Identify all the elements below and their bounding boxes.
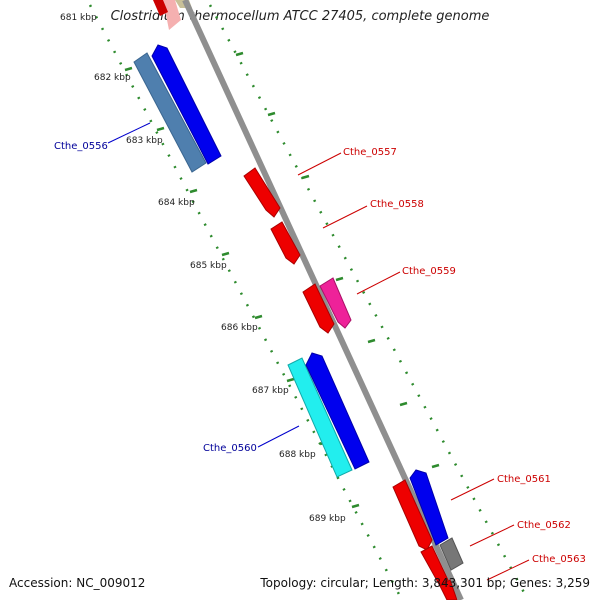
major-tick (399, 401, 408, 407)
gene-label-0562[interactable]: Cthe_0562 (517, 520, 571, 531)
accession-label: Accession: NC_009012 (9, 576, 146, 590)
gene-label-0557[interactable]: Cthe_0557 (343, 147, 397, 158)
inner-right-tick-track (208, 4, 530, 600)
major-tick (221, 251, 230, 257)
cds-features (133, 44, 464, 600)
gene-label-0556[interactable]: Cthe_0556 (54, 141, 108, 152)
gene-label-0563[interactable]: Cthe_0563 (532, 554, 586, 565)
gene-label-0561[interactable]: Cthe_0561 (497, 474, 551, 485)
cds-red-0557 (243, 167, 281, 218)
major-tick (367, 338, 376, 344)
leader-line-0557 (297, 152, 342, 176)
tick-tracks (88, 4, 530, 600)
partial-feature-top (163, 0, 181, 30)
gene-label-0559[interactable]: Cthe_0559 (402, 266, 456, 277)
leader-line-0562 (469, 524, 515, 547)
kbp-label: 684 kbp (158, 198, 195, 208)
leader-line-0556 (107, 122, 151, 144)
kbp-label: 681 kbp (60, 13, 97, 23)
leader-line-0560 (257, 425, 300, 448)
kbp-labels: 681 kbp 682 kbp 683 kbp 684 kbp 685 kbp … (60, 13, 346, 524)
gene-label-0558[interactable]: Cthe_0558 (370, 199, 424, 210)
cds-gray (439, 537, 464, 571)
cds-blue-arrow (305, 352, 370, 470)
major-tick (254, 314, 263, 320)
outer-left-tick-track (88, 4, 404, 600)
gene-label-0560[interactable]: Cthe_0560 (203, 443, 257, 454)
cds-blue-0561 (409, 469, 449, 546)
leader-lines (107, 122, 530, 581)
leader-line-0559 (356, 271, 401, 295)
cds-red-0561 (392, 479, 433, 551)
partial-feature-top (153, 0, 168, 16)
kbp-label: 688 kbp (279, 450, 316, 460)
cds-red-0558 (270, 221, 301, 265)
gene-labels: Cthe_0556 Cthe_0557 Cthe_0558 Cthe_0559 … (54, 141, 586, 565)
major-tick (335, 276, 344, 282)
major-tick (351, 503, 360, 509)
major-tick (156, 126, 165, 132)
cds-cyan (287, 357, 353, 478)
kbp-label: 687 kbp (252, 386, 289, 396)
kbp-label: 686 kbp (221, 323, 258, 333)
major-tick (301, 174, 310, 180)
major-tick (431, 463, 440, 469)
cds-red-0559 (302, 283, 335, 334)
major-tick (235, 51, 244, 57)
leader-line-0563 (486, 559, 530, 581)
major-tick (286, 377, 295, 383)
cds-red-0562 (420, 545, 449, 587)
major-ticks (124, 51, 440, 509)
cds-blue-arrow (151, 44, 222, 165)
kbp-label: 683 kbp (126, 136, 163, 146)
cds-red-0563 (439, 579, 458, 600)
leader-line-0561 (450, 478, 495, 501)
kbp-label: 685 kbp (190, 261, 227, 271)
genome-summary: Topology: circular; Length: 3,843,301 bp… (260, 576, 590, 590)
major-tick (267, 111, 276, 117)
major-tick (189, 188, 198, 194)
cds-steelblue (133, 52, 207, 173)
kbp-label: 689 kbp (309, 514, 346, 524)
cds-magenta-0559 (319, 277, 352, 329)
kbp-label: 682 kbp (94, 73, 131, 83)
leader-line-0558 (322, 205, 368, 229)
major-tick (124, 66, 133, 72)
map-title: Clostridium thermocellum ATCC 27405, com… (110, 9, 490, 24)
